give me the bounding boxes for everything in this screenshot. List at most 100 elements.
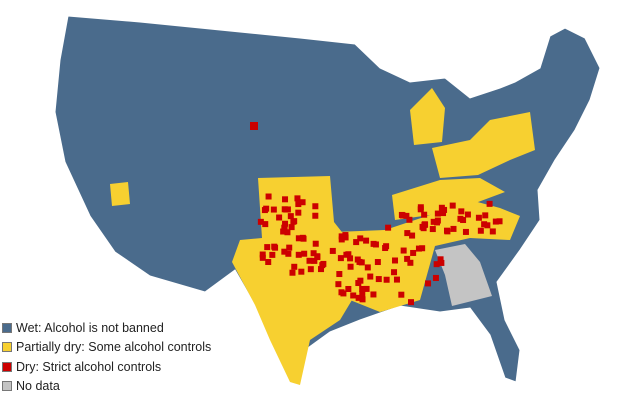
- dry-county: [475, 214, 482, 221]
- dry-county: [458, 208, 465, 215]
- dry-county: [299, 199, 306, 206]
- dry-counties: [250, 122, 503, 306]
- dry-county: [492, 218, 499, 225]
- dry-county: [295, 235, 302, 242]
- dry-county: [489, 228, 496, 235]
- legend-item: No data: [2, 377, 211, 397]
- dry-county: [354, 256, 361, 263]
- dry-county: [318, 266, 325, 273]
- dry-county: [464, 211, 471, 218]
- dry-county: [288, 224, 295, 231]
- dry-county: [415, 245, 422, 252]
- dry-county: [432, 274, 439, 281]
- dry-county: [450, 225, 457, 232]
- dry-county: [343, 251, 350, 258]
- dry-county: [312, 212, 319, 219]
- dry-county: [335, 281, 342, 288]
- dry-county: [342, 232, 349, 239]
- dry-county: [425, 280, 432, 287]
- dry-county: [338, 233, 345, 240]
- dry-county: [284, 229, 291, 236]
- dry-county: [408, 299, 415, 306]
- legend-item: Partially dry: Some alcohol controls: [2, 338, 211, 358]
- dry-county: [257, 218, 264, 225]
- dry-county: [283, 206, 290, 213]
- dry-county: [250, 122, 258, 130]
- dry-county: [314, 254, 321, 261]
- legend-label: Partially dry: Some alcohol controls: [16, 340, 212, 355]
- dry-county: [329, 247, 336, 254]
- dry-county: [434, 217, 441, 224]
- dry-county: [486, 200, 493, 207]
- dry-county: [259, 254, 266, 261]
- dry-county: [259, 251, 266, 258]
- dry-county: [399, 212, 406, 219]
- dry-county: [307, 266, 314, 273]
- dry-county: [484, 222, 491, 229]
- dry-county: [291, 263, 298, 270]
- dry-county: [338, 236, 345, 243]
- dry-county: [291, 218, 298, 225]
- dry-county: [438, 204, 445, 211]
- dry-county: [359, 296, 366, 303]
- dry-county: [311, 257, 318, 264]
- dry-county: [393, 276, 400, 283]
- dry-county: [295, 201, 302, 208]
- region-partial: [410, 88, 445, 145]
- legend-swatch: [2, 322, 12, 333]
- dry-county: [496, 218, 503, 225]
- dry-county: [358, 259, 365, 266]
- dry-county: [265, 258, 272, 265]
- dry-county: [363, 237, 370, 244]
- dry-county: [404, 230, 411, 237]
- dry-county: [359, 290, 366, 297]
- dry-county: [320, 260, 327, 267]
- dry-county: [363, 285, 370, 292]
- dry-county: [310, 250, 317, 257]
- dry-county: [374, 259, 381, 266]
- dry-county: [449, 202, 456, 209]
- dry-county: [312, 203, 319, 210]
- dry-county: [433, 261, 440, 268]
- dry-county: [434, 210, 441, 217]
- dry-county: [429, 226, 436, 233]
- dry-county: [298, 268, 305, 275]
- dry-county: [410, 249, 417, 256]
- dry-county: [477, 227, 484, 234]
- legend-swatch: [2, 381, 12, 392]
- dry-county: [406, 216, 413, 223]
- dry-county: [407, 259, 414, 266]
- dry-county: [347, 255, 354, 262]
- dry-county: [385, 224, 392, 231]
- dry-county: [269, 251, 276, 258]
- dry-county: [382, 245, 389, 252]
- dry-county: [457, 215, 464, 222]
- dry-county: [357, 277, 364, 284]
- legend-item: Wet: Alcohol is not banned: [2, 318, 211, 338]
- dry-county: [264, 244, 271, 251]
- dry-county: [281, 224, 288, 231]
- legend-item: Dry: Strict alcohol controls: [2, 357, 211, 377]
- dry-county: [438, 259, 445, 266]
- dry-county: [336, 271, 343, 278]
- dry-county: [417, 204, 424, 211]
- dry-county: [301, 250, 308, 257]
- dry-county: [400, 247, 407, 254]
- legend-swatch: [2, 361, 12, 372]
- dry-county: [270, 206, 277, 213]
- dry-county: [403, 212, 410, 219]
- region-partial: [110, 182, 130, 206]
- dry-county: [350, 292, 357, 299]
- dry-county: [437, 256, 444, 263]
- dry-county: [262, 221, 269, 228]
- dry-county: [281, 248, 288, 255]
- dry-county: [286, 244, 293, 251]
- dry-county: [312, 240, 319, 247]
- dry-county: [282, 220, 289, 227]
- dry-county: [265, 193, 272, 200]
- dry-county: [355, 294, 362, 301]
- dry-county: [295, 251, 302, 258]
- dry-county: [444, 227, 450, 234]
